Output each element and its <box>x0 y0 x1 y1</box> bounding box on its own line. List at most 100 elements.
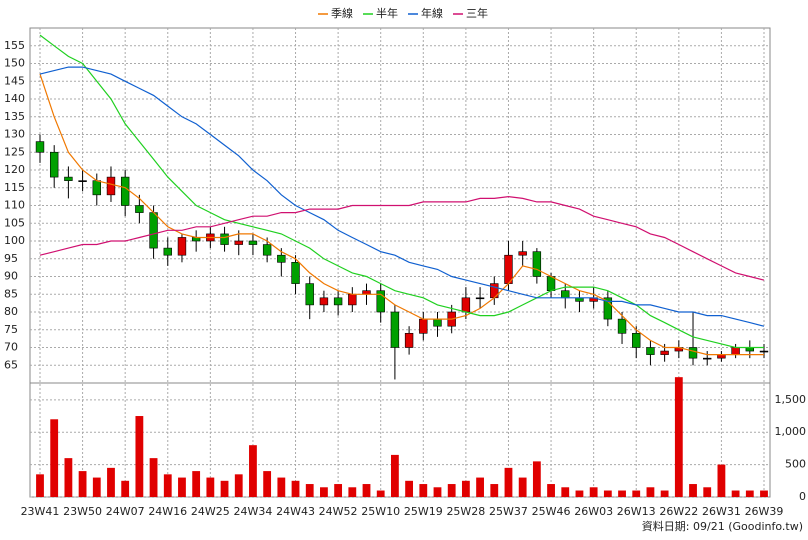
candle-body <box>759 350 769 353</box>
volume-bar <box>390 454 399 497</box>
moving-average-line <box>39 66 765 327</box>
volume-bar <box>149 458 158 497</box>
volume-bar <box>674 377 683 497</box>
candle-body <box>603 297 613 320</box>
volume-bar <box>277 477 286 497</box>
candle-body <box>632 332 641 348</box>
y-tick-label: 145 <box>4 74 25 87</box>
volume-bar <box>646 487 655 497</box>
volume-bar <box>178 477 186 497</box>
y-tick-label: 95 <box>4 252 18 265</box>
moving-average-line <box>39 195 765 281</box>
volume-bar <box>703 487 712 497</box>
y-tick-label: 155 <box>4 39 25 52</box>
x-tick-label: 24W25 <box>191 505 230 518</box>
candle-body <box>333 297 343 306</box>
candle-body <box>305 283 314 306</box>
y-tick-label: 70 <box>4 341 18 354</box>
x-tick-label: 24W52 <box>319 505 358 518</box>
y-tick-label: 65 <box>4 358 18 371</box>
volume-bar <box>660 490 669 497</box>
candle-body <box>390 311 400 348</box>
x-tick-label: 26W39 <box>745 505 784 518</box>
candle-body <box>35 141 45 153</box>
y-tick-label: 125 <box>4 145 25 158</box>
x-tick-label: 25W37 <box>489 505 528 518</box>
candle-body <box>646 347 655 355</box>
candle-body <box>92 180 101 196</box>
y-tick-label: 80 <box>4 305 18 318</box>
candle-body <box>319 297 329 306</box>
x-tick-label: 26W13 <box>617 505 656 518</box>
y-tick-label: 90 <box>4 270 18 283</box>
volume-bar <box>107 467 115 497</box>
y-tick-label: 85 <box>4 287 18 300</box>
candle-body <box>262 244 272 256</box>
y-tick-label: 115 <box>4 181 25 194</box>
candle-body <box>404 332 414 348</box>
volume-bar <box>717 464 726 497</box>
volume-bar <box>36 474 44 497</box>
candle-body <box>660 350 669 355</box>
volume-bar <box>78 471 87 497</box>
moving-average-line <box>39 73 764 356</box>
x-tick-label: 26W22 <box>659 505 698 518</box>
y-tick-label: 130 <box>4 128 25 141</box>
volume-bar <box>50 419 59 497</box>
volume-bar <box>334 484 343 497</box>
candle-body <box>49 151 59 178</box>
y-tick-label: 140 <box>4 92 25 105</box>
candle-body <box>291 261 300 284</box>
volume-bar <box>305 484 314 497</box>
x-tick-label: 25W10 <box>361 505 400 518</box>
candle-body <box>433 318 442 327</box>
candle-body <box>376 290 385 313</box>
volume-bar <box>121 480 130 497</box>
y-tick-label: 105 <box>4 216 25 229</box>
x-tick-label: 24W34 <box>234 505 273 518</box>
volume-bar <box>731 490 740 497</box>
volume-tick-label: 0 <box>799 490 806 503</box>
volume-bar <box>518 477 527 497</box>
volume-bar <box>291 480 300 497</box>
volume-bar <box>689 484 697 497</box>
volume-bar <box>476 477 484 497</box>
y-tick-label: 150 <box>4 57 25 70</box>
volume-bar <box>447 484 456 497</box>
volume-bar <box>504 467 513 497</box>
volume-bar <box>206 477 215 497</box>
volume-bar <box>618 490 626 497</box>
legend-label: 年線 <box>421 6 443 20</box>
candle-body <box>177 237 187 256</box>
candle-body <box>348 293 357 306</box>
volume-bar <box>234 474 243 497</box>
legend-label: 半年 <box>376 6 398 20</box>
candle-body <box>248 240 258 245</box>
volume-bar <box>547 484 555 497</box>
volume-bar <box>249 445 257 497</box>
volume-bar <box>490 484 499 497</box>
volume-tick-label: 1,500 <box>775 393 807 406</box>
y-tick-label: 100 <box>4 234 25 247</box>
x-tick-label: 26W03 <box>574 505 613 518</box>
volume-bar <box>589 487 598 497</box>
candle-body <box>561 290 570 299</box>
candle-body <box>220 233 229 245</box>
candle-body <box>532 251 542 277</box>
volume-bar <box>348 487 357 497</box>
volume-bar <box>320 487 328 497</box>
volume-bar <box>192 471 201 497</box>
candle-body <box>106 176 116 196</box>
volume-bar <box>64 458 73 497</box>
y-tick-label: 120 <box>4 163 25 176</box>
candle-body <box>617 318 627 334</box>
candle-body <box>518 251 527 256</box>
candle-body <box>475 297 485 300</box>
volume-bar <box>135 416 144 497</box>
candle-body <box>149 212 158 249</box>
candle-body <box>163 247 172 256</box>
x-tick-label: 24W43 <box>276 505 315 518</box>
volume-bar <box>433 487 442 497</box>
x-tick-label: 25W46 <box>532 505 571 518</box>
